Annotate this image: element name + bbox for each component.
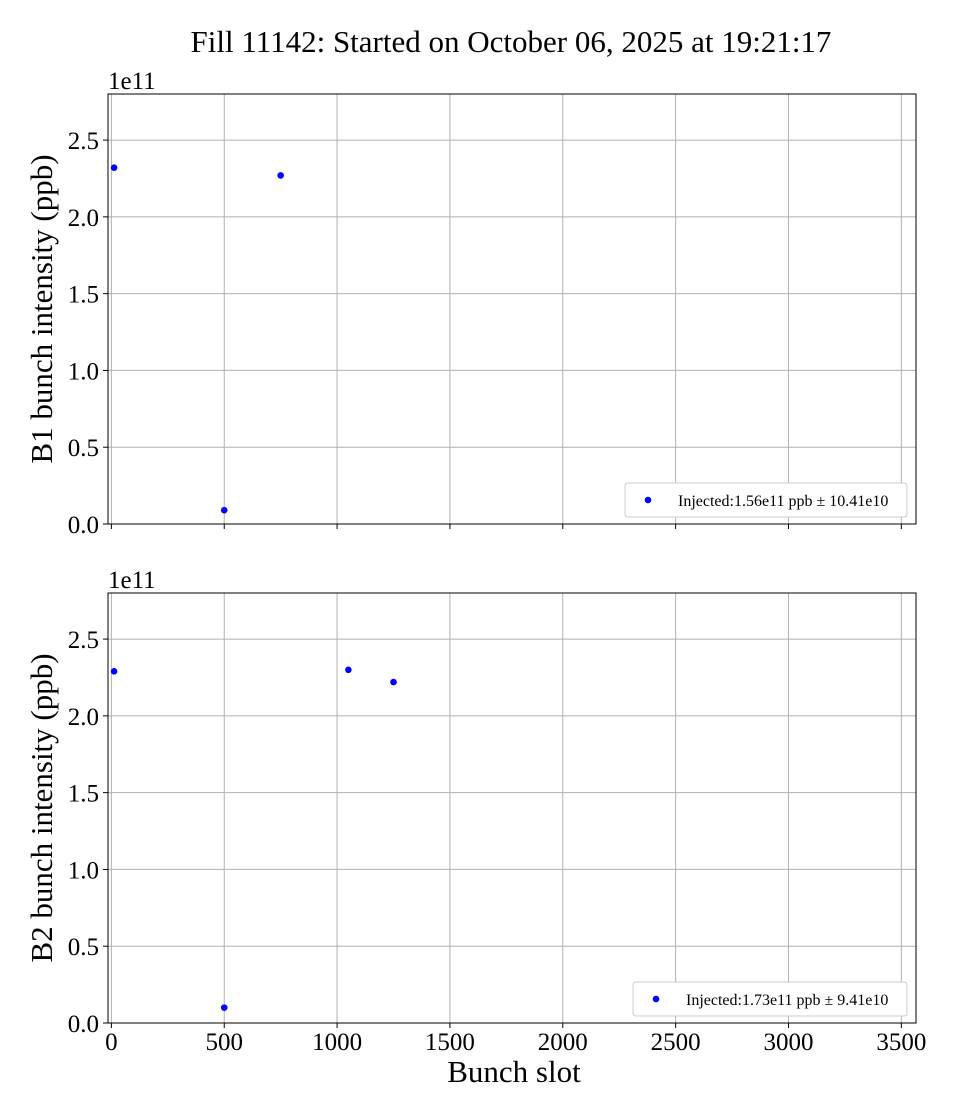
b1-y-axis-label: B1 bunch intensity (ppb) bbox=[24, 154, 59, 463]
b2-intensity-panel: 0 500 1000 1500 2000 2500 3000 3500 0.0 0.5 1.0 1.5… bbox=[24, 567, 926, 1089]
b2-x-tick-label: 3500 bbox=[876, 1029, 926, 1056]
b1-legend-label: Injected:1.56e11 ppb ± 10.41e10 bbox=[678, 493, 888, 510]
b2-y-tick-label: 2.0 bbox=[68, 704, 99, 731]
b2-y-tick-label: 2.5 bbox=[68, 627, 99, 654]
b2-x-tick-label: 1000 bbox=[312, 1029, 362, 1056]
b1-plot-frame bbox=[107, 93, 917, 525]
b2-data-point bbox=[220, 1004, 228, 1011]
b1-y-tick-label: 2.0 bbox=[68, 205, 99, 232]
b2-legend: Injected:1.73e11 ppb ± 9.41e10 bbox=[632, 981, 908, 1017]
b1-legend: Injected:1.56e11 ppb ± 10.41e10 bbox=[624, 482, 908, 518]
b1-data-point bbox=[220, 506, 228, 514]
b1-legend-box bbox=[624, 482, 908, 518]
b2-x-tick-label: 2500 bbox=[651, 1029, 701, 1056]
b2-x-tick-label: 3000 bbox=[763, 1029, 813, 1056]
b1-y-tick-label: 0.0 bbox=[68, 512, 99, 539]
b2-y-scale-exponent: 1e11 bbox=[108, 567, 156, 594]
b2-x-tick-label: 2000 bbox=[538, 1029, 588, 1056]
b1-y-tick-label: 1.5 bbox=[68, 282, 99, 309]
b1-y-tick-label: 2.5 bbox=[68, 128, 99, 155]
b1-data-point bbox=[110, 164, 118, 172]
b2-data-point bbox=[110, 668, 118, 675]
b2-legend-box bbox=[632, 981, 908, 1017]
b2-x-tick-label: 500 bbox=[205, 1029, 243, 1056]
b2-y-tick-label: 1.5 bbox=[68, 781, 99, 808]
b2-data-point bbox=[345, 666, 352, 674]
b1-data-point bbox=[277, 172, 284, 179]
b2-x-tick-label: 1500 bbox=[425, 1029, 475, 1056]
b1-legend-marker bbox=[644, 496, 652, 504]
b2-y-tick-label: 1.0 bbox=[68, 857, 99, 884]
b2-data-point bbox=[390, 678, 397, 686]
b2-legend-marker bbox=[652, 995, 660, 1003]
b1-y-scale-exponent: 1e11 bbox=[108, 68, 156, 95]
b2-y-tick-label: 0.5 bbox=[68, 934, 99, 961]
b1-y-tick-label: 1.0 bbox=[68, 358, 99, 385]
b2-x-tick-label: 0 bbox=[105, 1029, 118, 1056]
b1-intensity-panel: 0.0 0.5 1.0 1.5 2.0 2.5 1e11 B1 bunch intensity… bbox=[24, 68, 917, 539]
figure-title: Fill 11142: Started on October 06, 2025 … bbox=[191, 24, 832, 59]
b1-y-tick-label: 0.5 bbox=[68, 435, 99, 462]
b2-plot-frame bbox=[107, 592, 917, 1024]
b2-legend-label: Injected:1.73e11 ppb ± 9.41e10 bbox=[686, 992, 888, 1009]
b2-y-tick-label: 0.0 bbox=[68, 1011, 99, 1038]
b2-y-axis-label: B2 bunch intensity (ppb) bbox=[24, 653, 59, 962]
b2-x-axis-label: Bunch slot bbox=[447, 1054, 581, 1089]
